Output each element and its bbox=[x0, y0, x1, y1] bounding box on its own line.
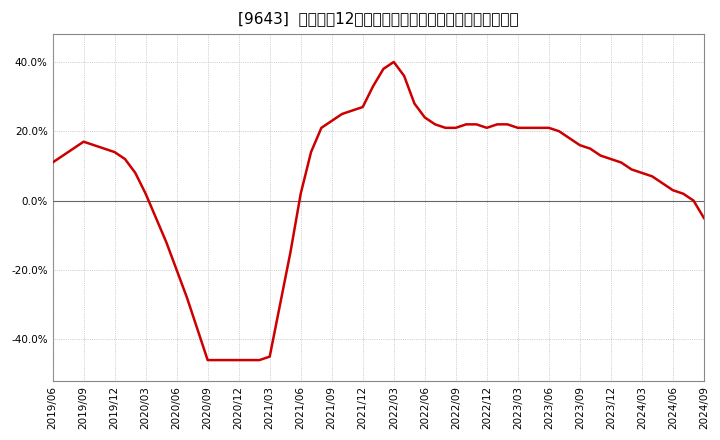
Title: [9643]  売上高の12か月移動合計の対前年同期増減率の推移: [9643] 売上高の12か月移動合計の対前年同期増減率の推移 bbox=[238, 11, 518, 26]
